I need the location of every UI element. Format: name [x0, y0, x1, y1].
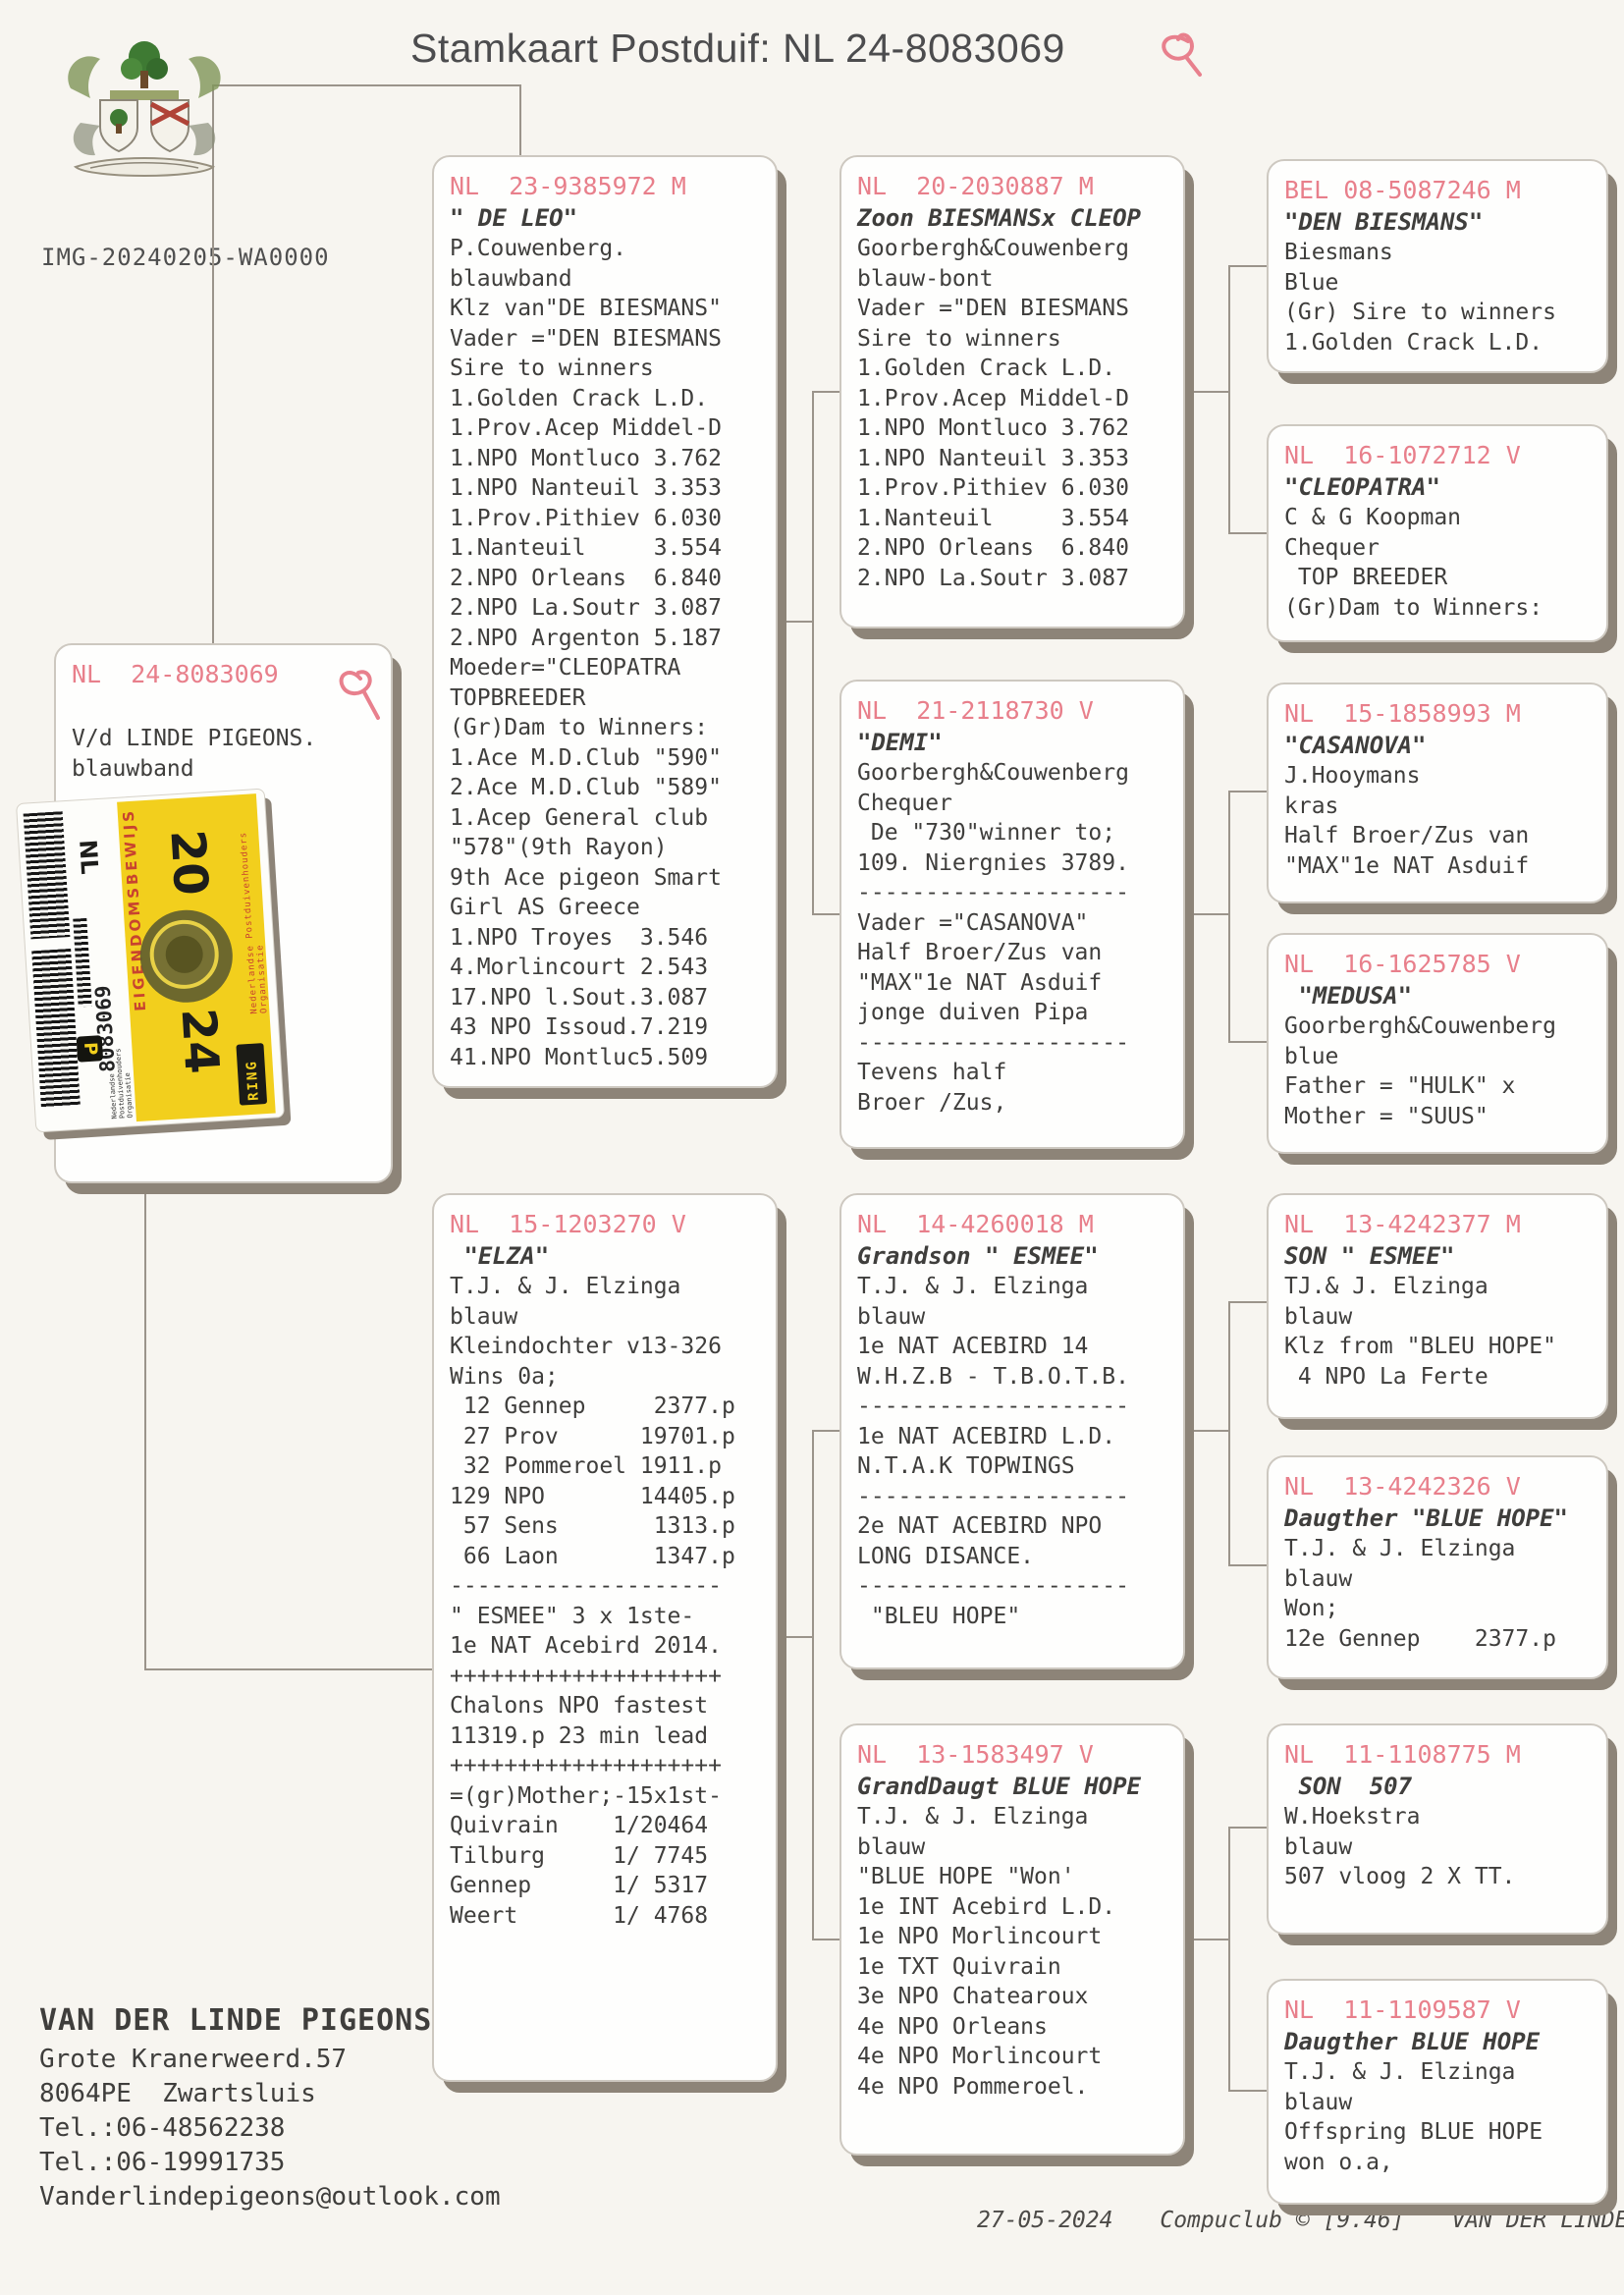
pedigree-box-ggp-6: NL 13-4242326 V Daugther "BLUE HOPE" T.J… [1267, 1455, 1608, 1679]
ring-number: NL 13-4242326 V [1284, 1472, 1521, 1501]
pigeon-name: SON " ESMEE" [1284, 1242, 1455, 1270]
ring-number: NL 23-9385972 M [450, 172, 686, 200]
pedigree-box-grandsire-maternal: NL 14-4260018 M Grandson " ESMEE" T.J. &… [839, 1193, 1185, 1669]
pigeon-details: Goorbergh&Couwenberg blauw-bont Vader ="… [857, 236, 1129, 591]
footer-date: 27-05-2024 [977, 2208, 1113, 2233]
ring-number: NL 16-1625785 V [1284, 950, 1521, 978]
loft-address-lines: Grote Kranerweerd.57 8064PE Zwartsluis T… [39, 2045, 501, 2212]
ring-number: NL 16-1072712 V [1284, 441, 1521, 469]
ring-number: NL 15-1858993 M [1284, 699, 1521, 728]
pedigree-box-ggp-8: NL 11-1109587 V Daugther BLUE HOPE T.J. … [1267, 1979, 1608, 2205]
pedigree-box-sire: NL 23-9385972 M " DE LEO" P.Couwenberg. … [432, 155, 778, 1088]
pink-scribble-icon [1162, 32, 1202, 77]
pigeon-name: SON 507 [1284, 1773, 1413, 1800]
card-ring-word: RING [244, 1059, 262, 1102]
pigeon-details: T.J. & J. Elzinga blauw Won; 12e Gennep … [1284, 1536, 1556, 1652]
ring-number: NL 24-8083069 [72, 660, 279, 688]
pigeon-name: Grandson " ESMEE" [857, 1242, 1099, 1270]
ring-number: NL 13-1583497 V [857, 1740, 1094, 1769]
pedigree-box-grandsire-paternal: NL 20-2030887 M Zoon BIESMANSx CLEOP Goo… [839, 155, 1185, 628]
pigeon-name: Daugther "BLUE HOPE" [1284, 1504, 1568, 1532]
card-year-top: 20 [159, 828, 219, 898]
pigeon-details: C & G Koopman Chequer TOP BREEDER (Gr)Da… [1284, 505, 1543, 621]
page-title: Stamkaart Postduif: NL 24-8083069 [410, 26, 1065, 71]
ring-number: NL 21-2118730 V [857, 696, 1094, 725]
ring-number: NL 13-4242377 M [1284, 1210, 1521, 1238]
ownership-card: EIGENDOMSBEWIJS Nederlandse Postduivenho… [15, 788, 286, 1133]
family-crest-logo [68, 41, 221, 177]
pigeon-details: P.Couwenberg. blauwband Klz van"DE BIESM… [450, 236, 722, 1070]
ring-number: NL 14-4260018 M [857, 1210, 1094, 1238]
pigeon-name: "ELZA" [450, 1242, 550, 1270]
pigeon-details: T.J. & J. Elzinga blauw "BLUE HOPE "Won'… [857, 1804, 1116, 2100]
pigeon-name: Daugther BLUE HOPE [1284, 2028, 1541, 2055]
pedigree-box-ggp-4: NL 16-1625785 V "MEDUSA" Goorbergh&Couwe… [1267, 933, 1608, 1154]
pigeon-name: "MEDUSA" [1284, 982, 1413, 1010]
pigeon-details: Goorbergh&Couwenberg Chequer De "730"win… [857, 760, 1129, 1116]
pedigree-box-ggp-1: BEL 08-5087246 M "DEN BIESMANS" Biesmans… [1267, 159, 1608, 373]
pedigree-box-ggp-2: NL 16-1072712 V "CLEOPATRA" C & G Koopma… [1267, 424, 1608, 642]
ring-number: NL 15-1203270 V [450, 1210, 686, 1238]
npo-logo: P [76, 1035, 104, 1063]
pigeon-name: Zoon BIESMANSx CLEOP [857, 204, 1141, 232]
pigeon-name: "DEMI" [857, 729, 943, 756]
card-ring-word-badge: RING [236, 1043, 268, 1106]
loft-name: VAN DER LINDE PIGEONS [39, 2003, 433, 2038]
pigeon-details: T.J. & J. Elzinga blauw Offspring BLUE H… [1284, 2059, 1543, 2175]
pigeon-name: " DE LEO" [450, 204, 578, 232]
pedigree-box-ggp-7: NL 11-1108775 M SON 507 W.Hoekstra blauw… [1267, 1723, 1608, 1935]
pigeon-name: GrandDaugt BLUE HOPE [857, 1773, 1141, 1800]
pigeon-details: TJ.& J. Elzinga blauw Klz from "BLEU HOP… [1284, 1274, 1556, 1390]
ring-number: BEL 08-5087246 M [1284, 176, 1521, 204]
pedigree-box-ggp-5: NL 13-4242377 M SON " ESMEE" TJ.& J. Elz… [1267, 1193, 1608, 1419]
ring-number: NL 11-1109587 V [1284, 1995, 1521, 2024]
footer-software: Compuclub © [9.46] [1160, 2208, 1405, 2233]
pedigree-box-granddam-maternal: NL 13-1583497 V GrandDaugt BLUE HOPE T.J… [839, 1723, 1185, 2156]
pigeon-details: J.Hooymans kras Half Broer/Zus van "MAX"… [1284, 763, 1530, 879]
ring-number: NL 11-1108775 M [1284, 1740, 1521, 1769]
pedigree-box-granddam-paternal: NL 21-2118730 V "DEMI" Goorbergh&Couwenb… [839, 680, 1185, 1149]
pigeon-details: T.J. & J. Elzinga blauw Kleindochter v13… [450, 1274, 735, 1929]
pedigree-box-ggp-3: NL 15-1858993 M "CASANOVA" J.Hooymans kr… [1267, 683, 1608, 903]
pigeon-name: "DEN BIESMANS" [1284, 208, 1484, 236]
heart-scribble-icon [339, 670, 380, 720]
image-filename-label: IMG-20240205-WA0000 [41, 244, 330, 271]
card-year-bottom: 24 [170, 1007, 230, 1076]
pigeon-details: V/d LINDE PIGEONS. blauwband [72, 726, 317, 782]
pigeon-name: "CASANOVA" [1284, 732, 1427, 759]
pigeon-name: "CLEOPATRA" [1284, 473, 1440, 501]
ring-number: NL 20-2030887 M [857, 172, 1094, 200]
card-country-code: NL [74, 839, 104, 876]
loft-address-block: VAN DER LINDE PIGEONS Grote Kranerweerd.… [39, 1999, 501, 2214]
barcode-icon [23, 811, 71, 940]
pigeon-details: Goorbergh&Couwenberg blue Father = "HULK… [1284, 1013, 1556, 1129]
pigeon-details: W.Hoekstra blauw 507 vloog 2 X TT. [1284, 1804, 1516, 1889]
barcode-icon [31, 948, 81, 1109]
footer-owner: VAN DER LINDE PIGEONS [1451, 2208, 1624, 2233]
pedigree-box-dam: NL 15-1203270 V "ELZA" T.J. & J. Elzinga… [432, 1193, 778, 2082]
print-footer: 27-05-2024 Compuclub © [9.46] VAN DER LI… [977, 2208, 1624, 2233]
pigeon-details: T.J. & J. Elzinga blauw 1e NAT ACEBIRD 1… [857, 1274, 1129, 1629]
pigeon-details: Biesmans Blue (Gr) Sire to winners 1.Gol… [1284, 240, 1556, 355]
